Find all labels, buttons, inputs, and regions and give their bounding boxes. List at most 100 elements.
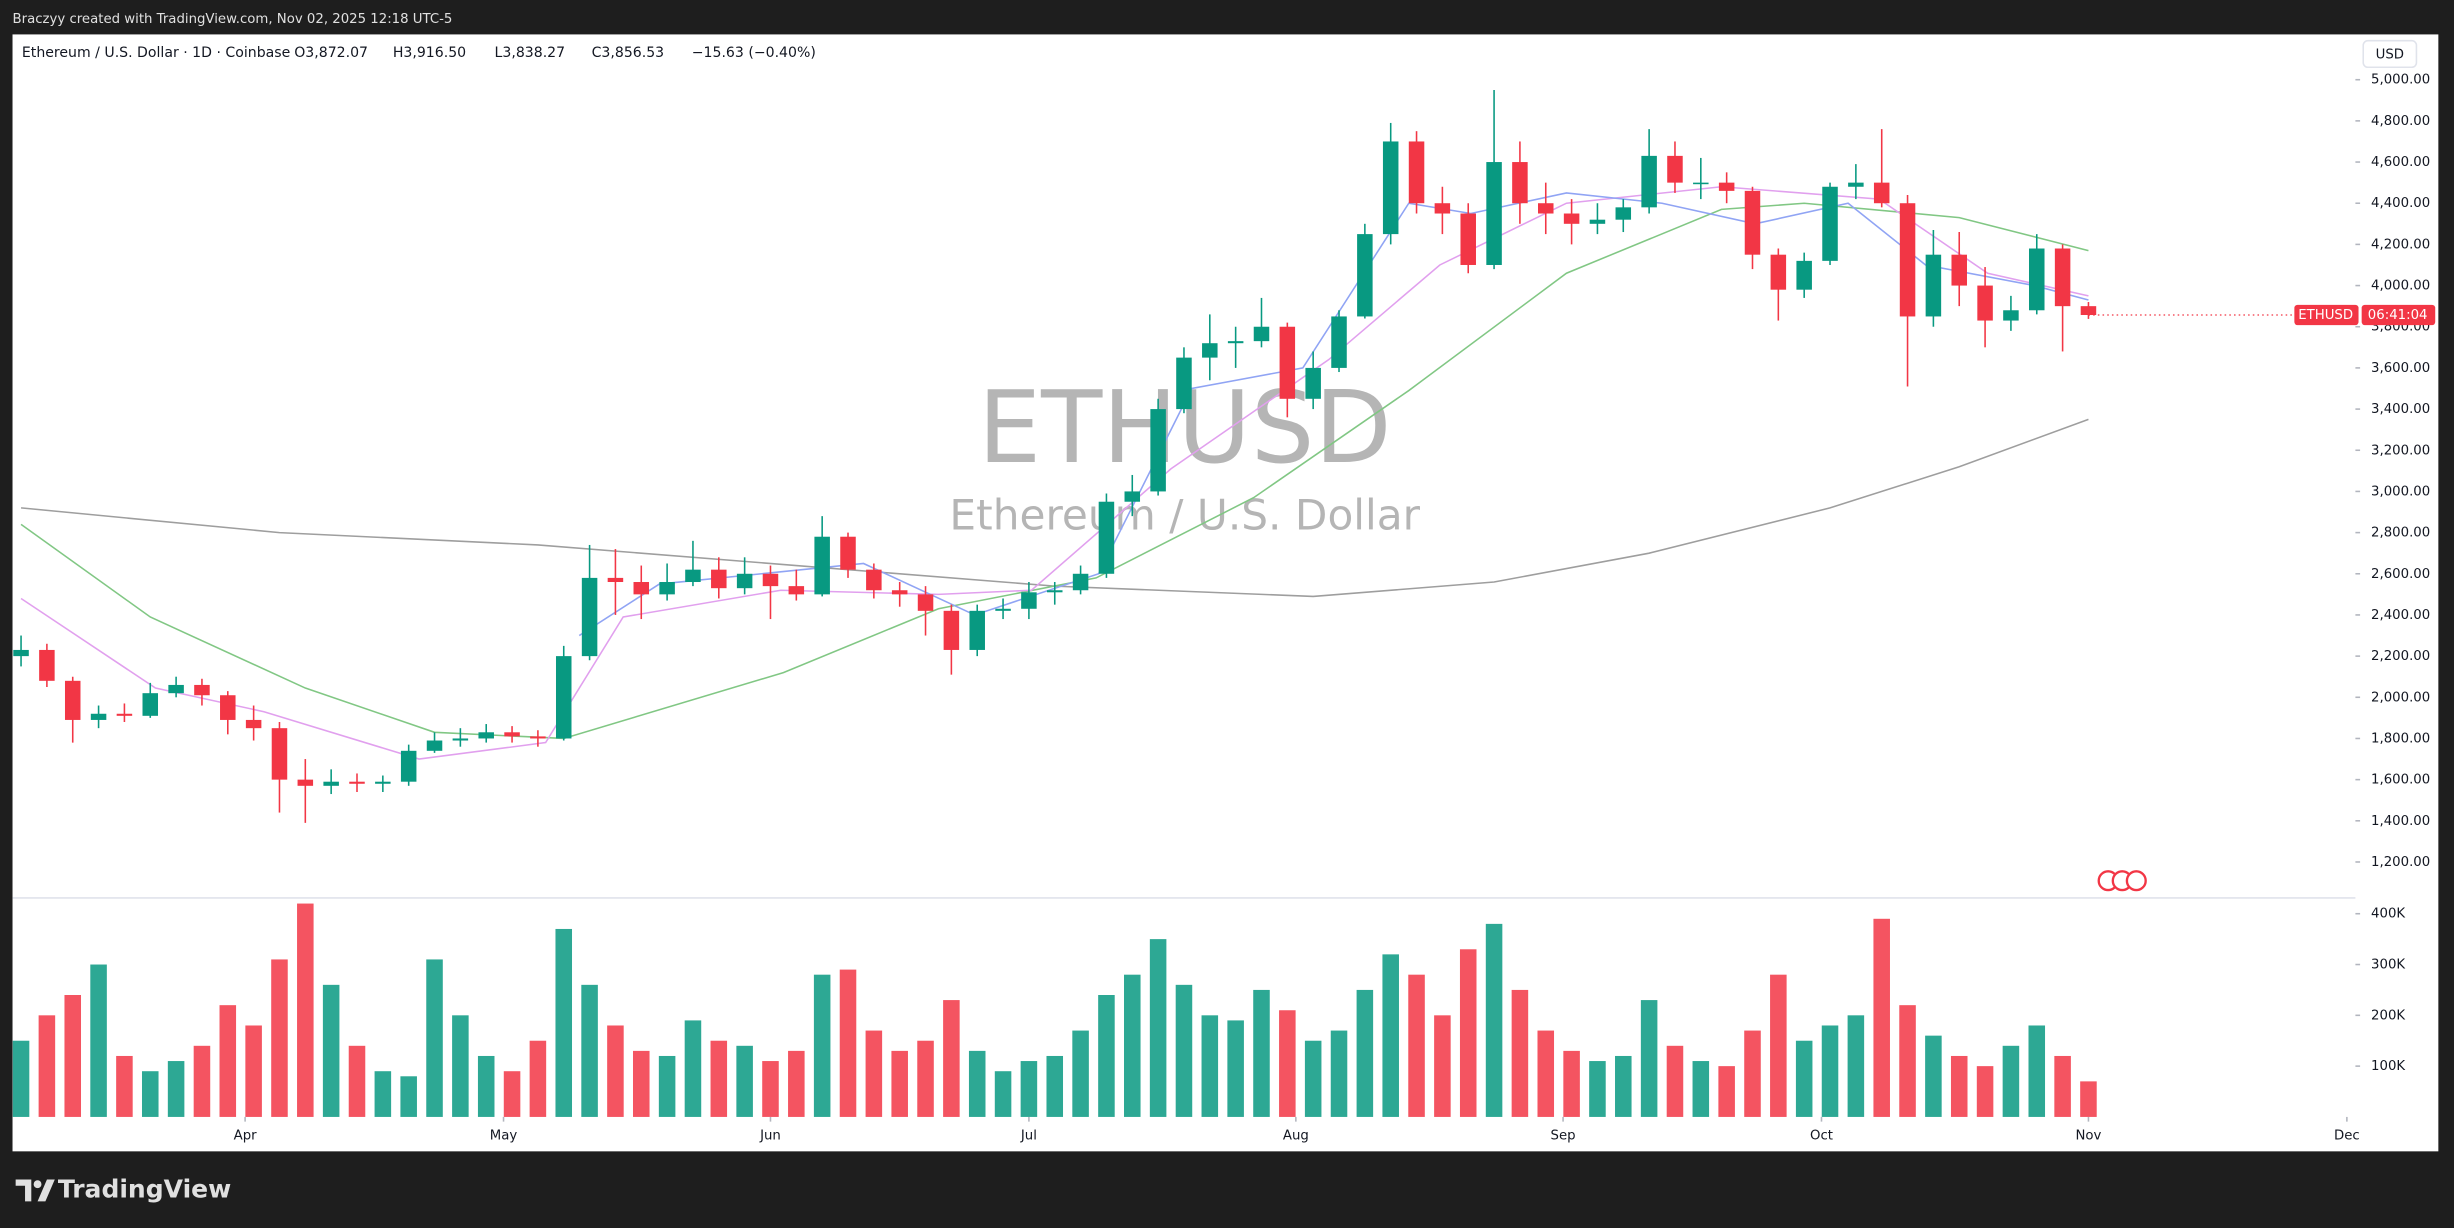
volume-bar	[1899, 1005, 1916, 1117]
volume-bar	[1744, 1030, 1761, 1117]
volume-bar	[839, 969, 857, 1117]
volume-bar	[90, 964, 107, 1117]
legend-open: O3,872.07	[294, 45, 368, 61]
volume-bar	[1098, 995, 1115, 1117]
candle-body	[90, 713, 107, 720]
candle-body	[400, 750, 417, 782]
x-tick-label: May	[490, 1129, 518, 1144]
candle-body	[711, 569, 727, 589]
candle-body	[1150, 409, 1166, 492]
candle-body	[917, 594, 934, 611]
y-tick-label: 4,800.00	[2371, 114, 2430, 129]
volume-bar	[1537, 1030, 1555, 1117]
x-tick-label: Apr	[234, 1129, 258, 1144]
candle-body	[1693, 182, 1709, 185]
x-tick-label: Nov	[2075, 1129, 2101, 1144]
volume-bar	[1408, 974, 1425, 1117]
candle-body	[530, 736, 546, 739]
volume-bar	[1485, 923, 1503, 1117]
y-tick-label: 4,200.00	[2371, 237, 2430, 252]
volume-bar	[1511, 989, 1529, 1117]
volume-bar	[813, 974, 831, 1117]
moving-average	[20, 185, 2089, 760]
candle-body	[1563, 213, 1580, 224]
candle-body	[2080, 306, 2097, 316]
volume-bar	[1847, 1015, 1865, 1117]
y-tick-label: 1,200.00	[2371, 855, 2430, 870]
volume-bar	[1563, 1050, 1580, 1117]
y-tick-label: 2,400.00	[2371, 608, 2430, 623]
candle-body	[1176, 357, 1192, 410]
candle-body	[891, 590, 908, 595]
y-tick-label: 2,200.00	[2371, 649, 2430, 664]
y-tick-label: 1,800.00	[2371, 731, 2430, 746]
event-flags	[2097, 870, 2147, 892]
candle-body	[1873, 182, 1890, 204]
y-tick-label: 3,400.00	[2371, 402, 2430, 417]
badge-countdown: 06:41:04	[2368, 308, 2428, 323]
volume-bar	[581, 984, 598, 1117]
candle-body	[659, 582, 675, 595]
candle-body	[1279, 326, 1296, 399]
candle-body	[1434, 203, 1451, 214]
volume-bar	[116, 1055, 133, 1117]
candle-body	[1098, 501, 1115, 574]
logo-dot[interactable]	[33, 1180, 42, 1189]
volume-bar	[1175, 984, 1193, 1117]
volume-bar	[1201, 1015, 1219, 1117]
volume-bar	[1072, 1030, 1089, 1117]
volume-bar	[736, 1045, 753, 1117]
volume-bar	[1149, 939, 1167, 1117]
volume-bar	[1640, 1000, 1658, 1117]
volume-bar	[607, 1025, 624, 1117]
y-tick-label: 2,800.00	[2371, 526, 2430, 541]
volume-bar	[1718, 1066, 1735, 1117]
legend-close: C3,856.53	[592, 45, 665, 61]
volume-bar	[891, 1050, 908, 1117]
y-tick-label: 4,000.00	[2371, 279, 2430, 294]
x-tick-label: Jul	[1020, 1129, 1037, 1144]
volume-bar	[968, 1050, 986, 1117]
currency-box[interactable]	[2362, 39, 2418, 69]
candle-body	[1538, 203, 1554, 214]
candle-body	[39, 649, 55, 681]
candle-body	[762, 573, 779, 587]
currency[interactable]: USD	[2376, 48, 2404, 63]
candle-body	[1357, 234, 1373, 317]
candle-body	[1227, 341, 1244, 344]
volume-bar	[477, 1055, 495, 1117]
candle-body	[1899, 203, 1916, 317]
candle-body	[375, 781, 391, 784]
volume-bar	[1046, 1055, 1064, 1117]
candle-body	[633, 582, 650, 595]
volume-bar	[710, 1040, 728, 1117]
moving-average	[20, 202, 2089, 740]
legend-low: L3,838.27	[495, 45, 566, 61]
y-tick-label: 1,600.00	[2371, 773, 2430, 788]
candle-body	[1460, 213, 1476, 265]
candle-body	[2003, 310, 2019, 321]
footer-logo[interactable]: TradingView	[15, 1174, 232, 1203]
volume-bar	[1873, 918, 1890, 1117]
logo-icon[interactable]	[15, 1179, 55, 1202]
candle-body	[13, 649, 29, 657]
volume-bar	[400, 1076, 417, 1117]
candle-body	[1021, 592, 1037, 609]
logo-text[interactable]: TradingView	[58, 1174, 231, 1203]
volume-bar	[38, 1015, 56, 1117]
candle-body	[969, 610, 985, 650]
candle-body	[1951, 254, 1967, 286]
candle-body	[1718, 182, 1735, 191]
volume-tick-label: 200K	[2371, 1008, 2405, 1023]
y-tick-label: 3,200.00	[2371, 443, 2430, 458]
x-tick-label: Oct	[1810, 1129, 1833, 1144]
volume-bar	[943, 1000, 960, 1117]
volume-bar	[1279, 1010, 1296, 1117]
flag-icon	[2125, 870, 2147, 892]
volume-bar	[788, 1050, 805, 1117]
candle-body	[1124, 491, 1141, 502]
volume-bar	[2028, 1025, 2046, 1117]
y-tick-label: 3,000.00	[2371, 484, 2430, 499]
candle-body	[1331, 316, 1347, 368]
y-tick-label: 4,400.00	[2371, 196, 2430, 211]
